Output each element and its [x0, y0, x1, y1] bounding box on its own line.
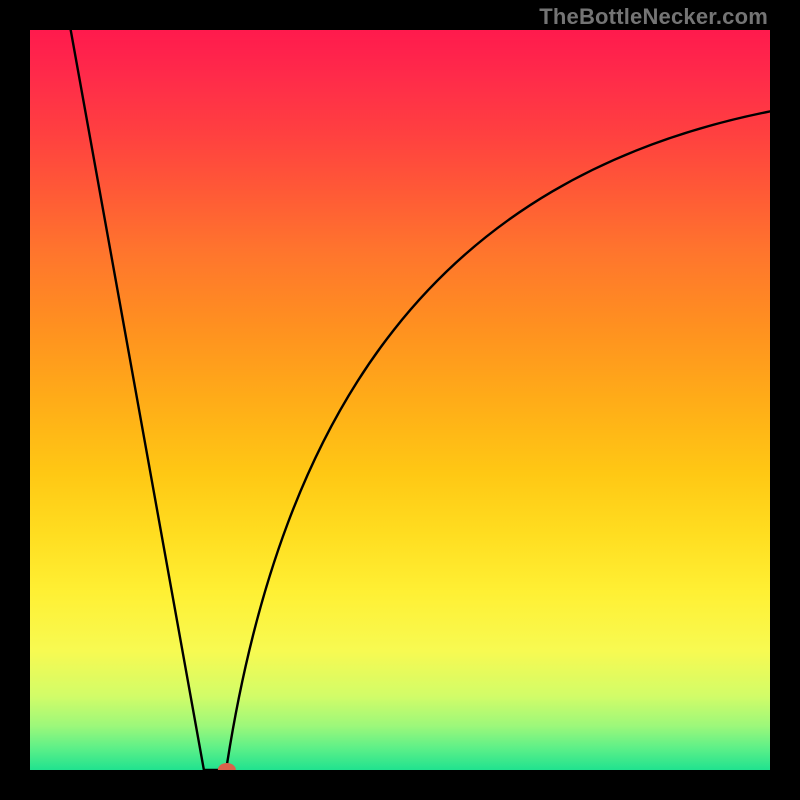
optimal-point-marker [218, 763, 236, 777]
watermark-text: TheBottleNecker.com [539, 4, 768, 30]
bottleneck-chart [0, 0, 800, 800]
